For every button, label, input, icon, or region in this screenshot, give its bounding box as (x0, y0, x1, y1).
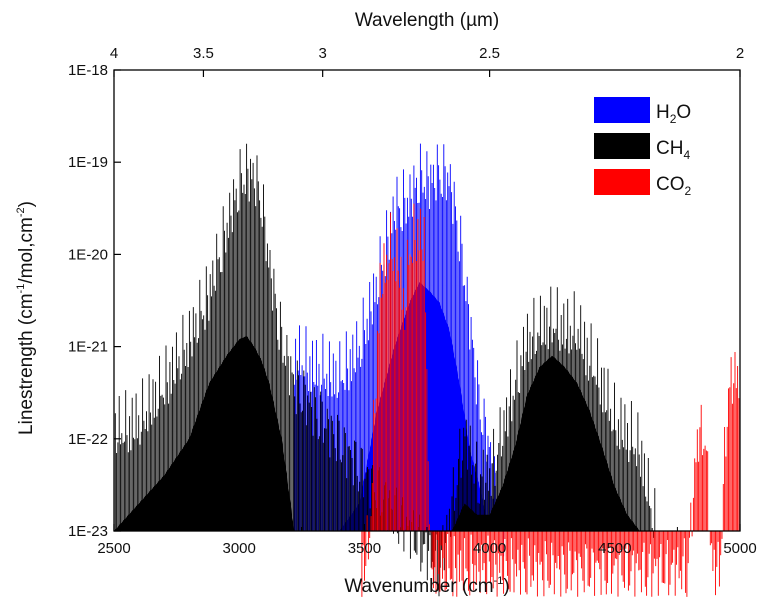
y-axis-title-close: ) (16, 201, 37, 207)
y-tick-label: 1E-21 (68, 339, 108, 356)
x-axis-title-close: ) (503, 576, 509, 597)
x2-tick-label: 3.5 (193, 45, 214, 62)
y-tick-label: 1E-22 (68, 431, 108, 448)
y-axis-title-exp1: -1 (15, 284, 27, 294)
x2-tick-label: 2 (736, 45, 744, 62)
x-axis-title-exp: -1 (494, 575, 504, 587)
y-tick-label: 1E-19 (68, 154, 108, 171)
x2-tick-label: 2.5 (479, 45, 500, 62)
x-axis-title-main: Wavenumber (cm (344, 576, 493, 597)
x2-tick-label: 4 (110, 45, 118, 62)
y-tick-label: 1E-20 (68, 246, 108, 263)
y-axis-title-main: Linestrength (cm (16, 293, 37, 435)
y-tick-label: 1E-18 (68, 62, 108, 79)
x-tick-label: 4500 (598, 540, 631, 557)
legend-label: H2O (656, 102, 691, 126)
x2-tick-label: 3 (318, 45, 326, 62)
legend: H2O CH4 CO2 (594, 97, 692, 198)
series-co2 (361, 203, 740, 597)
x-tick-label: 5000 (723, 540, 756, 557)
top-axis-title: Wavelength (µm) (355, 10, 499, 31)
y-tick-label: 1E-23 (68, 523, 108, 540)
y-axis-title: Linestrength (cm-1/mol,cm-2) (15, 201, 37, 435)
x-tick-label: 3000 (223, 540, 256, 557)
legend-swatch (594, 97, 650, 123)
ticks-layer: 2500 3000 3500 4000 4500 5000 4 3.5 3 2.5 2 1E-23 1E… (68, 45, 757, 557)
x-tick-label: 2500 (97, 540, 130, 557)
y-axis-title-exp2: -2 (15, 207, 27, 217)
y-axis-title-mid: /mol,cm (16, 217, 37, 284)
legend-label: CH4 (656, 138, 690, 162)
legend-label: CO2 (656, 174, 692, 198)
x-tick-label: 4000 (473, 540, 506, 557)
legend-swatch (594, 169, 650, 195)
x-tick-label: 3500 (348, 540, 381, 557)
x-axis-title: Wavenumber (cm-1) (344, 575, 509, 597)
series-co2-lines (361, 203, 740, 597)
legend-swatch (594, 133, 650, 159)
